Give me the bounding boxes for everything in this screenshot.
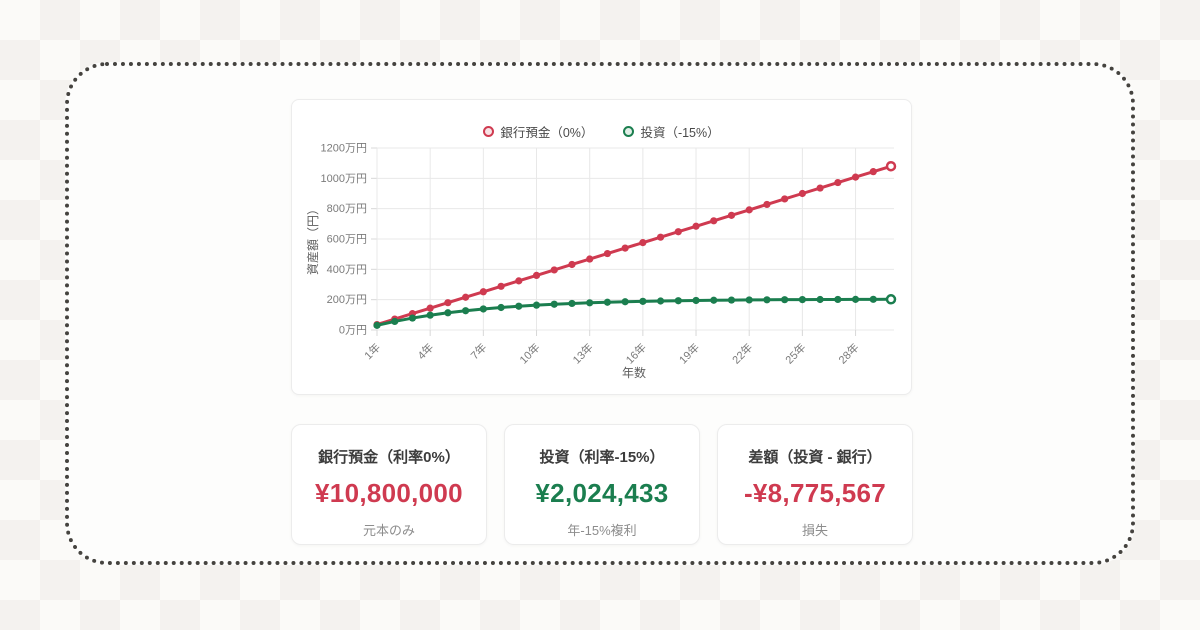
invest-series-marker-icon (623, 126, 635, 137)
svg-text:28年: 28年 (835, 340, 861, 366)
svg-text:13年: 13年 (569, 340, 595, 366)
svg-text:7年: 7年 (467, 340, 489, 362)
card-bank-note: 元本のみ (362, 523, 415, 538)
bank-series-marker-icon (483, 126, 495, 137)
svg-text:25年: 25年 (782, 340, 808, 366)
svg-text:600万円: 600万円 (327, 234, 367, 246)
summary-cards: 銀行預金（利率0%） ¥10,800,000 元本のみ 投資（利率-15%） ¥… (291, 424, 913, 545)
card-difference: 差額（投資 - 銀行） -¥8,775,567 損失 (717, 424, 913, 545)
svg-text:年数: 年数 (622, 365, 646, 380)
svg-text:10年: 10年 (516, 340, 542, 366)
svg-text:19年: 19年 (676, 340, 702, 366)
line-chart[interactable]: 0万円 200万円 400万円 600万円 800万円 1000万円 1200万円 1年 4年 7… (292, 100, 913, 396)
svg-text:16年: 16年 (623, 340, 649, 366)
svg-text:資産額（円）: 資産額（円） (305, 203, 320, 275)
card-bank-deposit: 銀行預金（利率0%） ¥10,800,000 元本のみ (291, 424, 487, 545)
svg-text:0万円: 0万円 (339, 325, 367, 337)
card-diff-note: 損失 (801, 523, 828, 538)
main-container: 銀行預金（0%） 投資（-15%） 0万円 200万円 400万円 600万円 800万… (65, 62, 1135, 565)
card-invest-note: 年-15%複利 (567, 523, 637, 538)
svg-text:1000万円: 1000万円 (321, 173, 367, 185)
svg-text:800万円: 800万円 (327, 203, 367, 215)
svg-text:1年: 1年 (361, 340, 383, 362)
svg-text:400万円: 400万円 (327, 264, 367, 276)
svg-text:4年: 4年 (414, 340, 436, 362)
legend-label-bank: 銀行預金（0%） (500, 126, 594, 140)
card-investment: 投資（利率-15%） ¥2,024,433 年-15%複利 (504, 424, 700, 545)
card-diff-value: -¥8,775,567 (743, 478, 887, 508)
chart-legend: 銀行預金（0%） 投資（-15%） (292, 122, 911, 141)
card-invest-title: 投資（利率-15%） (539, 449, 665, 466)
card-bank-title: 銀行預金（利率0%） (318, 449, 460, 466)
card-bank-value: ¥10,800,000 (315, 478, 463, 508)
legend-label-invest: 投資（-15%） (640, 126, 720, 140)
chart-panel: 銀行預金（0%） 投資（-15%） 0万円 200万円 400万円 600万円 800万… (291, 99, 912, 395)
svg-text:1200万円: 1200万円 (321, 143, 367, 155)
svg-text:200万円: 200万円 (327, 294, 367, 306)
legend-item-bank[interactable]: 銀行預金（0%） (483, 122, 593, 141)
card-diff-title: 差額（投資 - 銀行） (748, 449, 882, 466)
card-invest-value: ¥2,024,433 (535, 478, 669, 508)
svg-text:22年: 22年 (729, 340, 755, 366)
legend-item-invest[interactable]: 投資（-15%） (623, 122, 720, 141)
